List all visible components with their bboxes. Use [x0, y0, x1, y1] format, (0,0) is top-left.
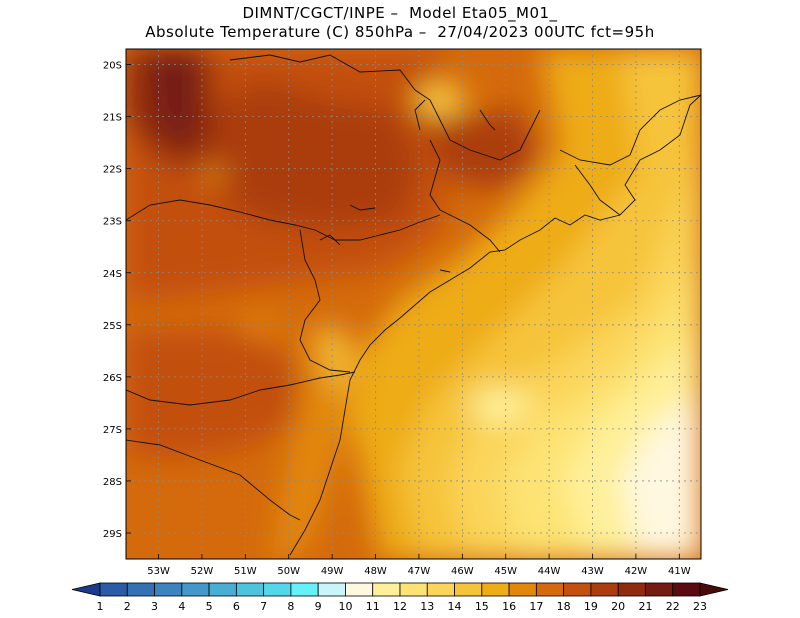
- lat-label: 24S: [103, 269, 122, 280]
- colorbar-high-arrow: [699, 582, 729, 597]
- lon-label: 41W: [668, 566, 691, 577]
- colorbar-label: 10: [338, 600, 352, 613]
- colorbar-label: 20: [611, 600, 625, 613]
- lat-label: 26S: [103, 373, 122, 384]
- lon-label: 47W: [408, 566, 431, 577]
- colorbar-label: 19: [584, 600, 598, 613]
- colorbar-low-arrow: [71, 582, 101, 597]
- lat-label: 29S: [103, 529, 122, 540]
- lat-label: 28S: [103, 477, 122, 488]
- colorbar-label: 9: [315, 600, 322, 613]
- lon-label: 45W: [494, 566, 517, 577]
- colorbar-label: 12: [393, 600, 407, 613]
- colorbar-label: 22: [666, 600, 680, 613]
- colorbar-label: 5: [206, 600, 213, 613]
- colorbar-swatch: [181, 582, 210, 597]
- colorbar-label: 11: [366, 600, 380, 613]
- temperature-field: [126, 49, 701, 559]
- colorbar-swatch: [290, 582, 319, 597]
- colorbar-swatch: [99, 582, 128, 597]
- colorbar-label: 17: [529, 600, 543, 613]
- colorbar-label: 16: [502, 600, 516, 613]
- colorbar-swatch: [263, 582, 292, 597]
- lat-label: 21S: [103, 113, 122, 124]
- colorbar-swatch: [208, 582, 237, 597]
- colorbar-swatch: [481, 582, 510, 597]
- colorbar-swatch: [672, 582, 701, 597]
- colorbar-label: 14: [448, 600, 462, 613]
- colorbar: [71, 582, 729, 597]
- colorbar-label: 2: [124, 600, 131, 613]
- colorbar-label: 13: [420, 600, 434, 613]
- colorbar-label: 6: [233, 600, 240, 613]
- colorbar-label: 23: [693, 600, 707, 613]
- colorbar-swatch: [563, 582, 592, 597]
- grid-lines: [126, 49, 701, 559]
- colorbar-label: 4: [178, 600, 185, 613]
- lon-label: 52W: [191, 566, 214, 577]
- longitude-labels: 53W 52W 51W 50W 49W 48W 47W 46W 45W 44W 43W 42W 41W: [147, 566, 690, 577]
- lat-label: 23S: [103, 217, 122, 228]
- colorbar-swatch: [345, 582, 374, 597]
- colorbar-label: 15: [475, 600, 489, 613]
- lon-label: 49W: [321, 566, 344, 577]
- colorbar-swatch: [126, 582, 155, 597]
- colorbar-swatch: [426, 582, 455, 597]
- title-line-2: Absolute Temperature (C) 850hPa – 27/04/…: [145, 23, 655, 41]
- map-frame: [125, 48, 702, 560]
- lat-label: 27S: [103, 425, 122, 436]
- lat-label: 20S: [103, 61, 122, 72]
- title-line-1: DIMNT/CGCT/INPE – Model Eta05_M01_: [242, 4, 558, 22]
- colorbar-label: 21: [638, 600, 652, 613]
- colorbar-label: 3: [151, 600, 158, 613]
- lon-label: 46W: [451, 566, 474, 577]
- colorbar-label: 1: [97, 600, 104, 613]
- colorbar-swatch: [645, 582, 674, 597]
- lon-label: 51W: [234, 566, 257, 577]
- lon-label: 50W: [277, 566, 300, 577]
- colorbar-swatch: [317, 582, 346, 597]
- lat-label: 25S: [103, 321, 122, 332]
- lon-label: 42W: [625, 566, 648, 577]
- lon-label: 44W: [538, 566, 561, 577]
- colorbar-swatch: [235, 582, 265, 597]
- lon-label: 53W: [147, 566, 170, 577]
- colorbar-swatch: [617, 582, 646, 597]
- colorbar-labels: 1 2 3 4 5 6 7 8 9 10 11 12 13 14 15 16 17 18 19 20 21 22 23: [97, 600, 708, 613]
- lon-label: 43W: [581, 566, 604, 577]
- latitude-labels: 20S 21S 22S 23S 24S 25S 26S 27S 28S 29S: [103, 61, 122, 540]
- colorbar-swatch: [535, 582, 565, 597]
- lat-label: 22S: [103, 165, 122, 176]
- colorbar-label: 18: [557, 600, 571, 613]
- colorbar-swatch: [454, 582, 483, 597]
- lon-label: 48W: [364, 566, 387, 577]
- boundaries: [126, 54, 701, 556]
- colorbar-swatch: [590, 582, 619, 597]
- colorbar-swatch: [154, 582, 183, 597]
- colorbar-swatch: [508, 582, 537, 597]
- colorbar-label: 8: [287, 600, 294, 613]
- colorbar-swatch: [372, 582, 401, 597]
- colorbar-label: 7: [260, 600, 267, 613]
- colorbar-swatch: [399, 582, 428, 597]
